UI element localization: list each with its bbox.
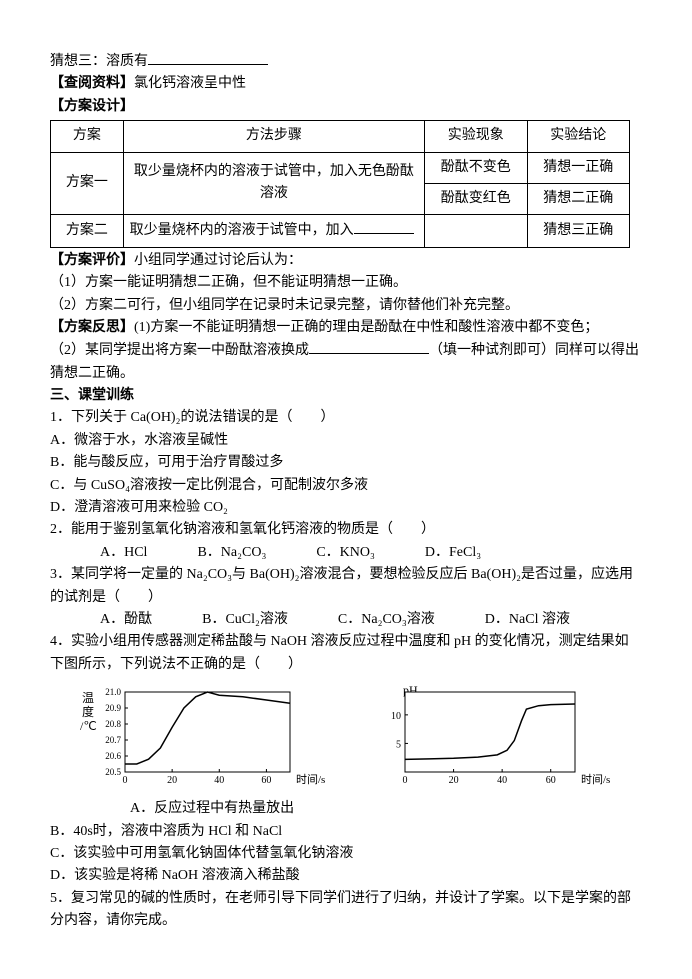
svg-text:21.0: 21.0 (105, 687, 121, 697)
experiment-table: 方案 方法步骤 实验现象 实验结论 方案一 取少量烧杯内的溶液于试管中，加入无色… (50, 120, 630, 248)
cell-method2: 取少量烧杯内的溶液于试管中，加入 (123, 215, 424, 247)
svg-text:20.9: 20.9 (105, 703, 121, 713)
q5-stem: 5．复习常见的碱的性质时，在老师引导下同学们进行了归纳，并设计了学案。以下是学案… (50, 888, 642, 933)
section-3-title: 三、课堂训练 (50, 385, 642, 407)
lookup-text: 氯化钙溶液呈中性 (134, 76, 246, 91)
q2-opt-a[interactable]: A．HCl (100, 542, 147, 564)
svg-text:20: 20 (449, 775, 459, 786)
q3-opt-d[interactable]: D．NaCl 溶液 (485, 609, 570, 631)
q2-stem: 2．能用于鉴别氢氧化钠溶液和氢氧化钙溶液的物质是（ ） (50, 519, 642, 541)
q3-opt-a[interactable]: A．酚酞 (100, 609, 152, 631)
svg-text:温: 温 (82, 691, 94, 705)
svg-text:时间/s: 时间/s (296, 773, 325, 786)
cell-conc1a: 猜想一正确 (527, 152, 630, 183)
reflect-label: 【方案反思】 (50, 320, 134, 335)
charts-row: 温度/℃21.020.920.820.720.620.50204060时间/s … (80, 682, 642, 792)
table-header-row: 方案 方法步骤 实验现象 实验结论 (51, 121, 630, 152)
eval-item-2: （2）方案二可行，但小组同学在记录时未记录完整，请你替他们补充完整。 (50, 295, 642, 317)
svg-text:20: 20 (167, 775, 177, 786)
q1-opt-a[interactable]: A．微溶于水，水溶液呈碱性 (50, 430, 642, 452)
cell-conc1b: 猜想二正确 (527, 183, 630, 214)
q4-opt-c[interactable]: C．该实验中可用氢氧化钠固体代替氢氧化钠溶液 (50, 843, 642, 865)
q2-options: A．HCl B．Na₂CO₃ C．KNO₃ D．FeCl₃ (100, 542, 642, 564)
svg-text:20.5: 20.5 (105, 767, 121, 777)
q1-stem: 1．下列关于 Ca(OH)₂的说法错误的是（ ） (50, 407, 642, 429)
reflect-2-hint: （填一种试剂即可） (429, 343, 555, 358)
svg-text:40: 40 (214, 775, 224, 786)
th-conc: 实验结论 (527, 121, 630, 152)
svg-text:10: 10 (391, 711, 401, 722)
eval-row: 【方案评价】小组同学通过讨论后认为： (50, 250, 642, 272)
svg-text:/℃: /℃ (80, 719, 97, 733)
q4-opt-d[interactable]: D．该实验是将稀 NaOH 溶液滴入稀盐酸 (50, 865, 642, 887)
th-plan: 方案 (51, 121, 124, 152)
cell-method2-prefix: 取少量烧杯内的溶液于试管中，加入 (130, 223, 354, 238)
ph-chart: pH1050204060时间/s (370, 682, 630, 792)
svg-text:20.6: 20.6 (105, 751, 121, 761)
temperature-chart: 温度/℃ 21.0 20.9 20.8 20.7 20.6 20.50 20 40 60 时间/s (80, 682, 340, 792)
svg-text:时间/s: 时间/s (581, 773, 610, 786)
cell-plan1: 方案一 (51, 152, 124, 215)
q2-opt-c[interactable]: C．KNO₃ (316, 542, 375, 564)
cell-plan2: 方案二 (51, 215, 124, 247)
q2-opt-b[interactable]: B．Na₂CO₃ (197, 542, 266, 564)
svg-text:40: 40 (497, 775, 507, 786)
guess-3-blank[interactable] (148, 50, 268, 65)
reflect-item-2: （2）某同学提出将方案一中酚酞溶液换成（填一种试剂即可）同样可以得出猜想二正确。 (50, 339, 642, 385)
guess-3: 猜想三：溶质有 (50, 50, 642, 73)
q1-opt-c[interactable]: C．与 CuSO₄溶液按一定比例混合，可配制波尔多液 (50, 475, 642, 497)
svg-text:60: 60 (546, 775, 556, 786)
eval-intro: 小组同学通过讨论后认为： (134, 253, 302, 268)
cell-method1: 取少量烧杯内的溶液于试管中，加入无色酚酞溶液 (123, 152, 424, 215)
reflect-2-blank[interactable] (309, 339, 429, 354)
q2-opt-d[interactable]: D．FeCl₃ (425, 542, 481, 564)
q4-stem: 4．实验小组用传感器测定稀盐酸与 NaOH 溶液反应过程中温度和 pH 的变化情… (50, 631, 642, 676)
design-label: 【方案设计】 (50, 96, 642, 118)
q4-opt-a[interactable]: A．反应过程中有热量放出 (130, 798, 642, 820)
svg-text:0: 0 (403, 775, 408, 786)
method2-blank[interactable] (354, 219, 414, 234)
table-row: 方案一 取少量烧杯内的溶液于试管中，加入无色酚酞溶液 酚酞不变色 猜想一正确 (51, 152, 630, 183)
q3-opt-c[interactable]: C．Na₂CO₃溶液 (338, 609, 435, 631)
cell-phen2-blank[interactable] (425, 215, 527, 247)
reflect-row: 【方案反思】(1)方案一不能证明猜想一正确的理由是酚酞在中性和酸性溶液中都不变色… (50, 317, 642, 339)
cell-phen1b: 酚酞变红色 (425, 183, 527, 214)
svg-text:0: 0 (123, 775, 128, 786)
q3-opt-b[interactable]: B．CuCl₂溶液 (202, 609, 288, 631)
svg-text:60: 60 (261, 775, 271, 786)
svg-text:20.8: 20.8 (105, 719, 121, 729)
q3-options: A．酚酞 B．CuCl₂溶液 C．Na₂CO₃溶液 D．NaCl 溶液 (100, 609, 642, 631)
q1-opt-d[interactable]: D．澄清溶液可用来检验 CO₂ (50, 497, 642, 519)
svg-text:度: 度 (82, 704, 94, 719)
guess-3-prefix: 猜想三：溶质有 (50, 54, 148, 69)
q1-opt-b[interactable]: B．能与酸反应，可用于治疗胃酸过多 (50, 452, 642, 474)
lookup-label: 【查阅资料】 (50, 76, 134, 91)
svg-text:20.7: 20.7 (105, 735, 121, 745)
cell-phen1a: 酚酞不变色 (425, 152, 527, 183)
eval-item-1: （1）方案一能证明猜想二正确，但不能证明猜想一正确。 (50, 272, 642, 294)
eval-label: 【方案评价】 (50, 253, 134, 268)
svg-text:5: 5 (396, 740, 401, 751)
lookup-row: 【查阅资料】氯化钙溶液呈中性 (50, 73, 642, 95)
reflect-item-1: (1)方案一不能证明猜想一正确的理由是酚酞在中性和酸性溶液中都不变色； (134, 320, 598, 335)
reflect-2-prefix: （2）某同学提出将方案一中酚酞溶液换成 (50, 343, 309, 358)
th-phenom: 实验现象 (425, 121, 527, 152)
table-row: 方案二 取少量烧杯内的溶液于试管中，加入 猜想三正确 (51, 215, 630, 247)
cell-conc2: 猜想三正确 (527, 215, 630, 247)
q4-opt-b[interactable]: B．40s时，溶液中溶质为 HCl 和 NaCl (50, 821, 642, 843)
q3-stem: 3．某同学将一定量的 Na₂CO₃与 Ba(OH)₂溶液混合，要想检验反应后 B… (50, 564, 642, 609)
th-method: 方法步骤 (123, 121, 424, 152)
